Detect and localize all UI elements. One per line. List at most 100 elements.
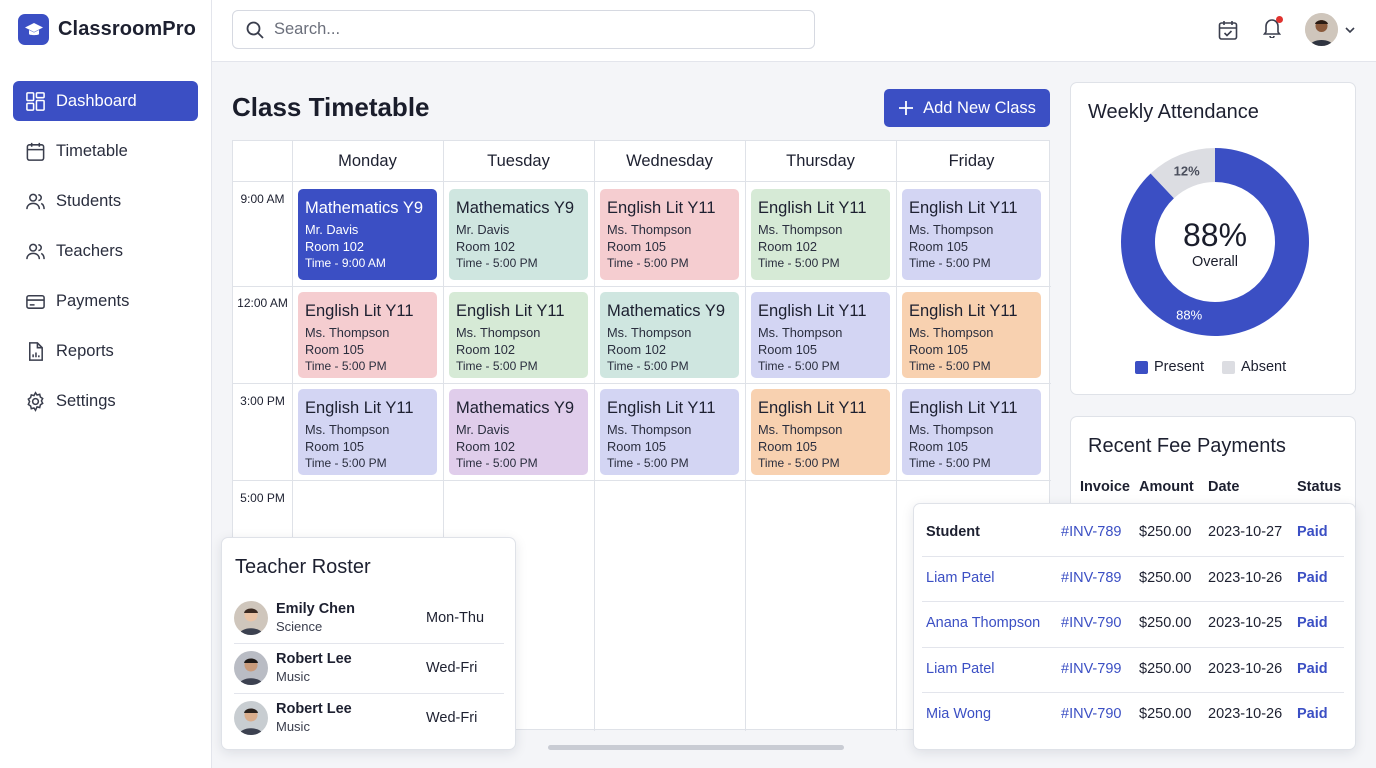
sidebar-item-settings[interactable]: Settings [13,381,198,421]
sidebar-item-teachers[interactable]: Teachers [13,231,198,271]
class-room: Room 105 [758,342,818,357]
class-subject: Mathematics Y9 [456,399,574,417]
student-name-link[interactable]: Mia Wong [926,706,992,722]
table-row[interactable]: Mia Wong #INV-790 $250.00 2023-10-26 Paid [922,692,1344,737]
graduation-cap-icon [18,14,49,45]
user-menu[interactable] [1305,13,1356,46]
class-block[interactable]: English Lit Y11 Ms. Thompson Room 105 Time … [751,389,890,475]
class-block[interactable]: English Lit Y11 Ms. Thompson Room 105 Time … [298,292,437,378]
class-block[interactable]: Mathematics Y9 Mr. Davis Room 102 Time - 5:… [449,189,588,280]
teacher-days: Mon-Thu [426,610,485,626]
app-name: ClassroomPro [58,18,196,40]
roster-row[interactable]: Emily Chen Science Mon-Thu [234,593,504,643]
add-new-class-button[interactable]: Add New Class [884,89,1050,127]
teacher-name: Robert Lee [276,701,352,717]
payment-date: 2023-10-26 [1208,706,1283,722]
roster-row[interactable]: Robert Lee Music Wed-Fri [234,693,504,743]
class-subject: English Lit Y11 [607,199,716,217]
table-row[interactable]: Liam Patel #INV-789 $250.00 2023-10-26 Paid [922,556,1344,601]
class-block[interactable]: Mathematics Y9 Ms. Thompson Room 102 Time -… [600,292,739,378]
class-block[interactable]: English Lit Y11 Ms. Thompson Room 105 Time … [600,189,739,280]
student-name-link[interactable]: Liam Patel [926,660,995,677]
roster-row[interactable]: Robert Lee Music Wed-Fri [234,643,504,693]
grid-line [594,141,595,731]
add-new-class-label: Add New Class [923,98,1036,117]
class-block[interactable]: English Lit Y11 Ms. Thompson Room 105 Time … [902,389,1041,475]
class-block[interactable]: English Lit Y11 Ms. Thompson Room 105 Time … [751,292,890,378]
notifications-button[interactable] [1261,16,1283,43]
sidebar-item-label: Settings [56,391,116,410]
table-divider [922,646,1344,648]
table-row[interactable]: Liam Patel #INV-799 $250.00 2023-10-26 Paid [922,647,1344,692]
class-block[interactable]: Mathematics Y9 Mr. Davis Room 102 Time - 9:… [298,189,437,280]
grid-line [292,141,293,731]
donut-slice-present [1121,148,1309,336]
table-row[interactable]: Student #INV-789 $250.00 2023-10-27 Paid [922,510,1344,555]
table-divider [922,692,1344,693]
class-block[interactable]: English Lit Y11 Ms. Thompson Room 102 Time … [751,189,890,280]
sidebar-item-label: Payments [56,291,130,310]
class-teacher: Ms. Thompson [758,325,843,340]
class-teacher: Ms. Thompson [909,422,994,437]
class-subject: English Lit Y11 [758,199,867,217]
sidebar-item-timetable[interactable]: Timetable [13,131,198,171]
class-time: Time - 5:00 PM [758,456,840,470]
donut-label-present: 88% [1176,308,1202,323]
calendar-check-icon[interactable] [1217,19,1239,41]
grid-line [233,286,1051,287]
class-time: Time - 5:00 PM [758,256,840,270]
class-block[interactable]: English Lit Y11 Ms. Thompson Room 105 Time … [298,389,437,475]
student-name-link[interactable]: Anana Thompson [926,615,1041,631]
search-box[interactable] [232,10,815,49]
class-block[interactable]: English Lit Y11 Ms. Thompson Room 102 Time … [449,292,588,378]
sidebar-item-dashboard[interactable]: Dashboard [13,81,198,121]
sidebar-item-label: Timetable [56,141,128,160]
sidebar-item-students[interactable]: Students [13,181,198,221]
grid-line [233,383,1051,384]
brand[interactable]: ClassroomPro [18,14,196,45]
invoice-link[interactable]: #INV-799 [1061,660,1122,677]
sidebar-item-label: Teachers [56,241,123,260]
time-slot-label: 9:00 AM [240,192,285,206]
class-subject: English Lit Y11 [758,399,867,417]
search-icon [246,21,264,39]
recent-fee-payments-card: Recent Fee Payments [1070,416,1356,516]
status-badge: Paid [1297,706,1328,722]
table-row[interactable]: Anana Thompson #INV-790 $250.00 2023-10-25 P… [922,601,1344,646]
sidebar-item-label: Dashboard [56,91,137,110]
invoice-link[interactable]: #INV-789 [1061,524,1122,540]
sidebar-item-reports[interactable]: Reports [13,331,198,371]
class-teacher: Mr. Davis [305,222,359,237]
teacher-name: Robert Lee [276,651,352,667]
amount: $250.00 [1139,615,1192,631]
sidebar-item-payments[interactable]: Payments [13,281,198,321]
attendance-legend: Present Absent [1135,359,1286,375]
class-time: Time - 5:00 PM [758,359,840,373]
class-block[interactable]: English Lit Y11 Ms. Thompson Room 105 Time … [902,292,1041,378]
class-teacher: Ms. Thompson [758,422,843,437]
class-block[interactable]: English Lit Y11 Ms. Thompson Room 105 Time … [902,189,1041,280]
amount: $250.00 [1139,660,1192,677]
fees-col-invoice: Invoice [1080,479,1130,495]
student-name-link[interactable]: Liam Patel [926,569,995,586]
sidebar-item-label: Reports [56,341,114,360]
teacher-days: Wed-Fri [426,710,478,726]
class-time: Time - 5:00 PM [305,456,387,470]
invoice-link[interactable]: #INV-790 [1061,615,1122,631]
time-slot-label: 3:00 PM [240,394,285,408]
topbar [212,0,1376,62]
class-block[interactable]: English Lit Y11 Ms. Thompson Room 105 Time … [600,389,739,475]
class-subject: English Lit Y11 [305,302,414,320]
roster-divider [234,693,504,694]
invoice-link[interactable]: #INV-789 [1061,569,1122,586]
invoice-link[interactable]: #INV-790 [1061,706,1122,722]
class-subject: English Lit Y11 [305,399,414,417]
search-input[interactable] [274,20,814,39]
class-block[interactable]: Mathematics Y9 Mr. Davis Room 102 Time - 5:… [449,389,588,475]
class-room: Room 102 [305,239,365,254]
teacher-roster-card: Teacher Roster Emily Chen Science Mon-Thu R… [221,537,516,750]
horizontal-scrollbar[interactable] [548,745,844,750]
weekly-attendance-card: Weekly Attendance 88% Overall 88% 12% Prese… [1070,82,1356,395]
class-room: Room 105 [909,239,969,254]
amount: $250.00 [1139,706,1192,722]
